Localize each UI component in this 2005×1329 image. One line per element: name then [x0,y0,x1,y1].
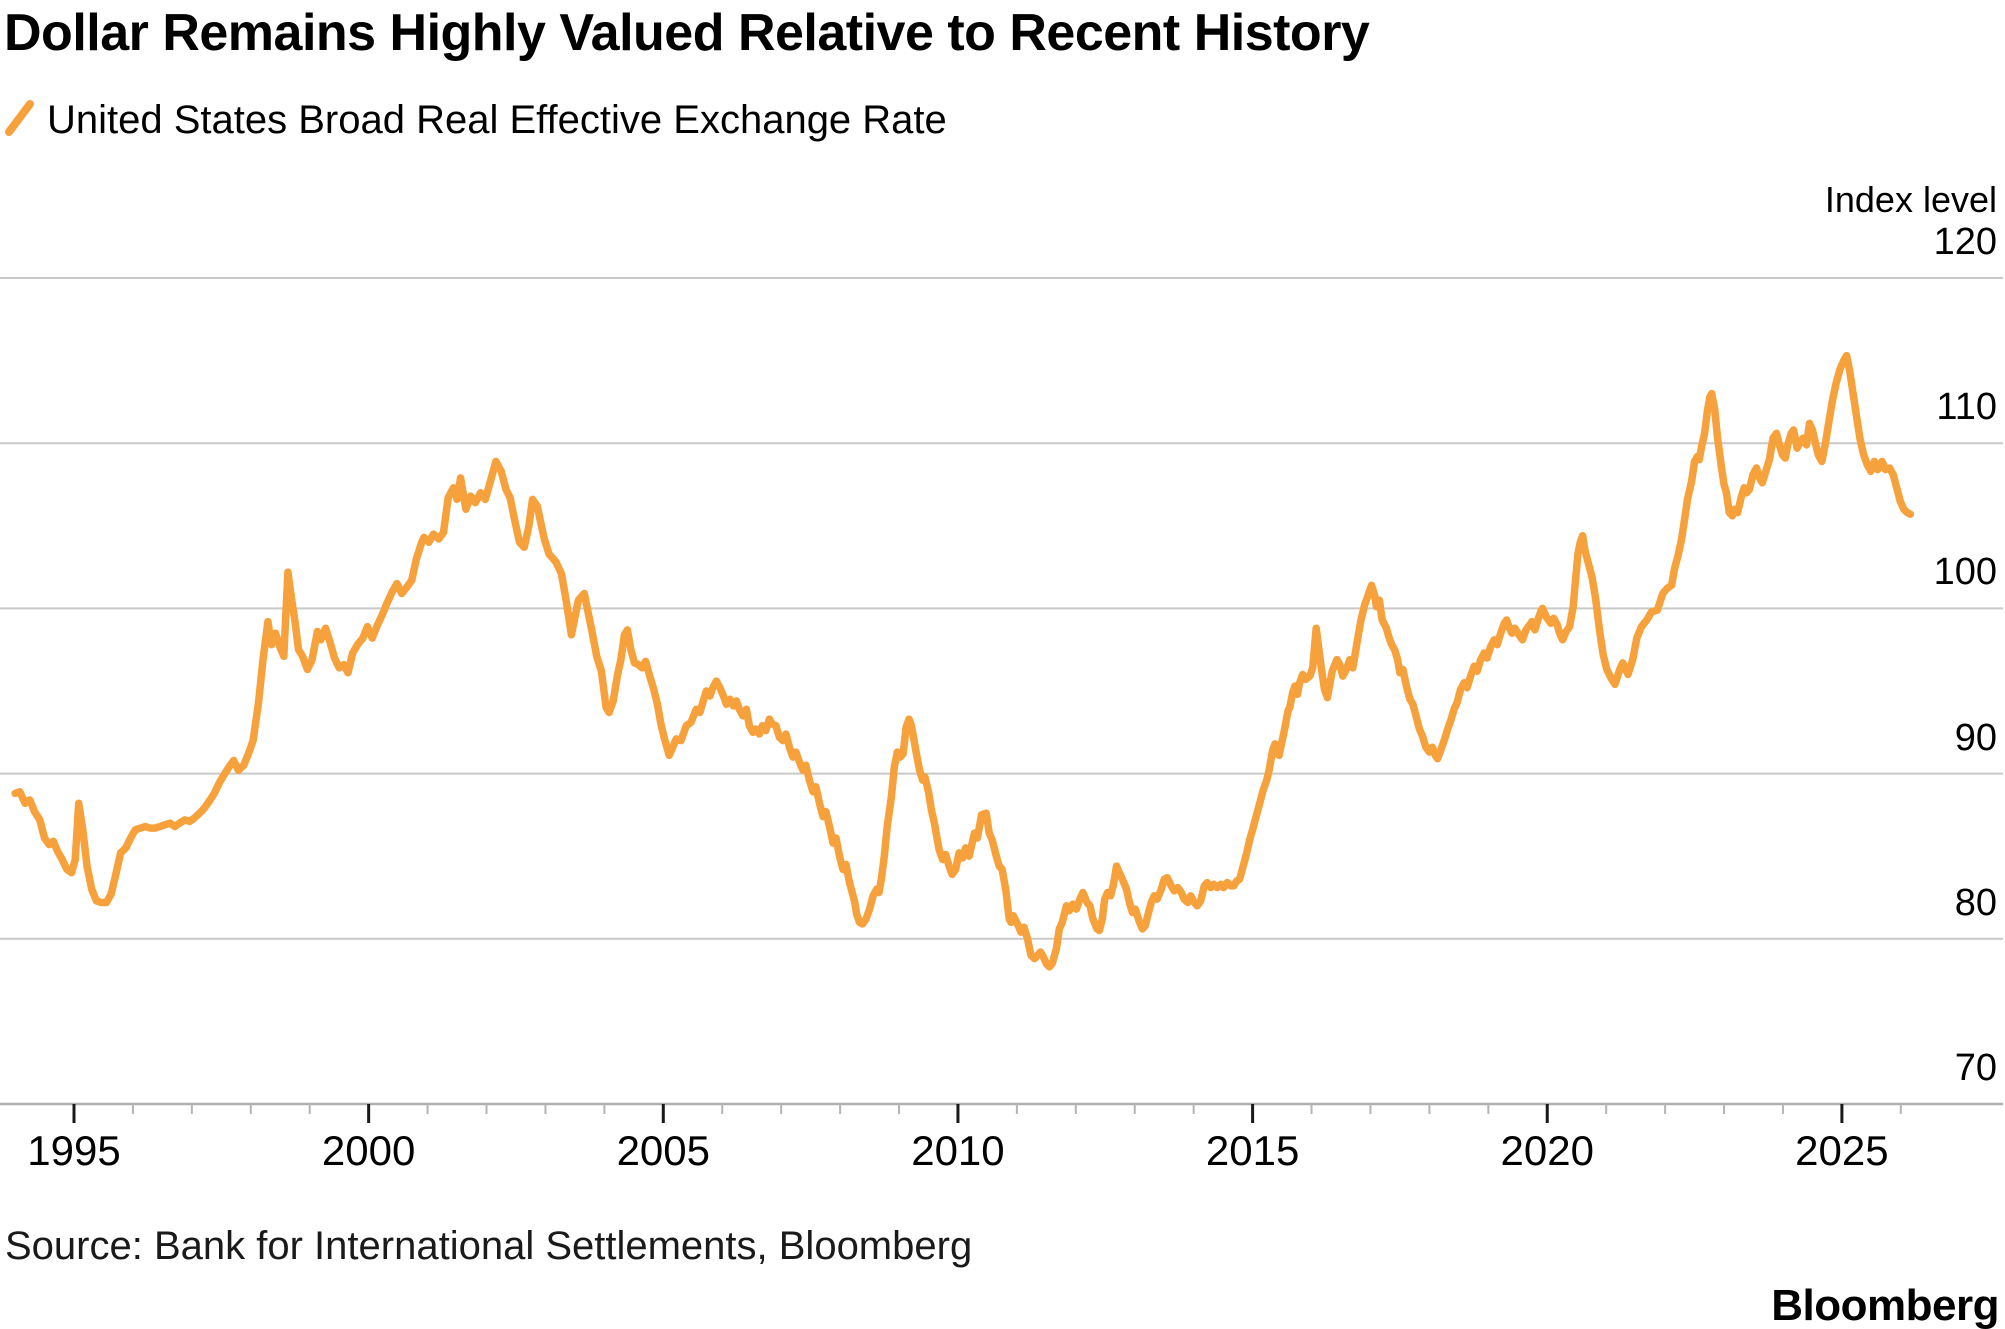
legend-label: United States Broad Real Effective Excha… [47,98,947,142]
y-tick-label-100: 100 [1933,551,1997,594]
y-tick-label-70: 70 [1954,1047,1997,1089]
bloomberg-wordmark: Bloomberg [1771,1281,1999,1329]
x-tick-label-2015: 2015 [1205,1127,1300,1174]
legend-slash-icon [3,100,41,140]
x-tick-label-2025: 2025 [1795,1127,1889,1174]
y-axis-title: Index level [1824,179,1997,220]
chart-title: Dollar Remains Highly Valued Relative to… [4,4,1370,62]
x-tick-label-2005: 2005 [616,1127,711,1174]
y-tick-label-90: 90 [1954,716,1997,759]
y-tick-label-110: 110 [1936,386,1997,429]
x-tick-label-1995: 1995 [27,1127,121,1174]
x-tick-label-2000: 2000 [321,1127,416,1174]
x-tick-label-2010: 2010 [911,1127,1005,1174]
x-tick-label-2020: 2020 [1500,1127,1594,1174]
source-note: Source: Bank for International Settlemen… [5,1224,973,1268]
y-tick-label-120: 120 [1933,221,1997,263]
y-tick-label-80: 80 [1954,881,1997,924]
legend: United States Broad Real Effective Excha… [3,98,947,142]
series-line [11,351,1915,971]
